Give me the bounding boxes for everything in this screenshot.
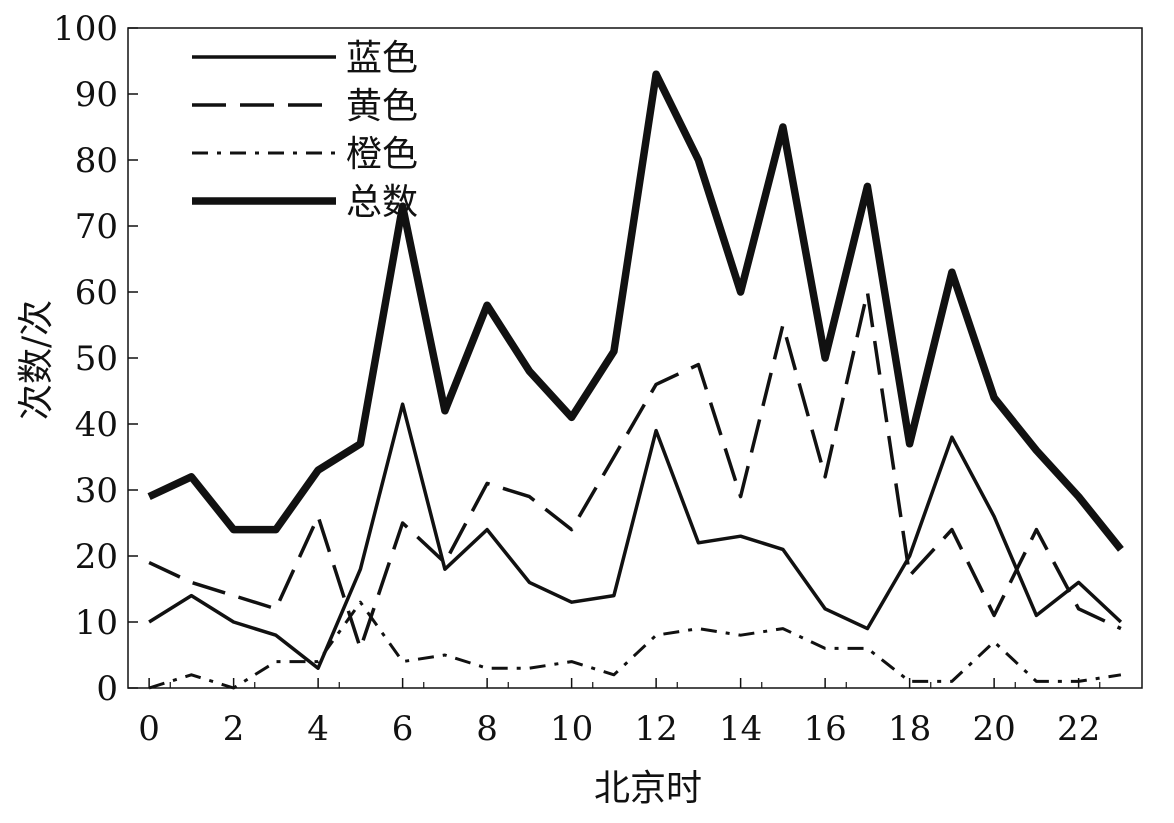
x-axis-title: 北京时 bbox=[594, 768, 702, 809]
y-tick-label: 70 bbox=[75, 207, 118, 247]
x-tick-label: 0 bbox=[138, 709, 160, 749]
series-lines bbox=[147, 70, 1124, 690]
x-tick-label: 18 bbox=[888, 709, 931, 749]
x-tick-label: 14 bbox=[719, 709, 762, 749]
x-tick-label: 10 bbox=[550, 709, 593, 749]
x-tick-label: 6 bbox=[392, 709, 414, 749]
y-tick-label: 50 bbox=[75, 339, 118, 379]
y-tick-label: 40 bbox=[75, 405, 118, 445]
legend-label: 黄色 bbox=[346, 86, 418, 127]
legend-label: 蓝色 bbox=[346, 38, 418, 79]
y-tick-label: 30 bbox=[75, 471, 118, 511]
y-tick-label: 80 bbox=[75, 141, 118, 181]
x-tick-label: 16 bbox=[803, 709, 846, 749]
y-tick-label: 60 bbox=[75, 273, 118, 313]
series-line-总数 bbox=[147, 70, 1124, 552]
series-line-蓝色 bbox=[148, 402, 1123, 670]
plot-frame bbox=[127, 27, 1143, 689]
x-tick-label: 20 bbox=[972, 709, 1015, 749]
x-tick-label: 4 bbox=[307, 709, 329, 749]
x-tick-label: 22 bbox=[1057, 709, 1100, 749]
y-tick-label: 0 bbox=[96, 669, 118, 709]
y-tick-label: 10 bbox=[75, 603, 118, 643]
legend-label: 橙色 bbox=[346, 134, 418, 175]
y-tick-label: 90 bbox=[75, 75, 118, 115]
axes: 0 10 20 30 40 50 60 70 80 90 100 0 2 4 6 8 10 12 14 16 18 20 2… bbox=[53, 9, 1143, 749]
legend-label: 总数 bbox=[346, 182, 418, 223]
y-tick-label: 20 bbox=[75, 537, 118, 577]
y-tick-label: 100 bbox=[53, 9, 118, 49]
x-tick-label: 2 bbox=[223, 709, 245, 749]
y-axis-title: 次数/次 bbox=[16, 300, 57, 420]
series-line-橙色 bbox=[148, 600, 1122, 690]
series-line-黄色 bbox=[148, 290, 1122, 651]
x-tick-label: 8 bbox=[476, 709, 498, 749]
x-tick-label: 12 bbox=[634, 709, 677, 749]
